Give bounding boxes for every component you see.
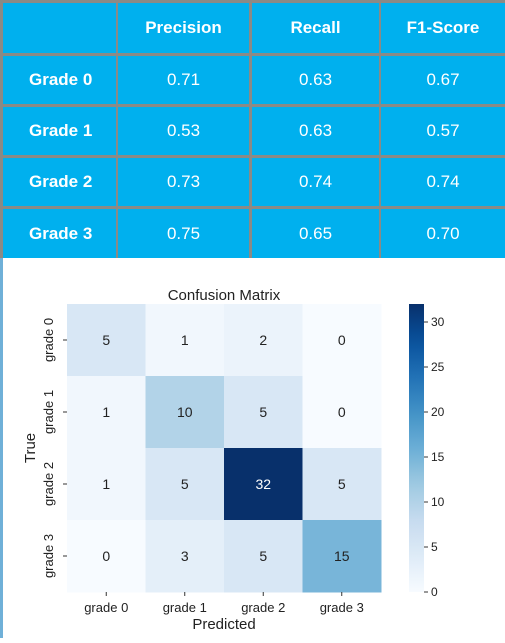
table-cell: 0.57 (381, 107, 505, 155)
heatmap-cell (145, 448, 225, 521)
colorbar (409, 304, 424, 592)
table-cell: 0.67 (381, 56, 505, 104)
y-tick-label: grade 1 (41, 390, 56, 434)
heatmap-cell (67, 376, 146, 449)
table-cell: 0.65 (252, 209, 379, 258)
row-header: Grade 2 (3, 158, 116, 206)
colorbar-tick-label: 15 (431, 450, 445, 464)
heatmap-cell (67, 304, 146, 377)
y-axis-label: True (22, 433, 39, 463)
column-header: Precision (118, 3, 249, 53)
colorbar-tick-label: 5 (431, 540, 438, 554)
heatmap-cell (145, 304, 225, 377)
heatmap-cell (145, 520, 225, 593)
heatmap-cell (67, 448, 146, 521)
heatmap-cell (302, 304, 382, 377)
cell-value-label: 0 (338, 332, 346, 348)
heatmap-cell (224, 376, 303, 449)
colorbar-tick-label: 10 (431, 495, 445, 509)
table-cell: 0.75 (118, 209, 249, 258)
table-cell: 0.53 (118, 107, 249, 155)
cell-value-label: 2 (259, 332, 267, 348)
heatmap-cell (302, 376, 382, 449)
table-cell: 0.74 (252, 158, 379, 206)
cell-value-label: 0 (102, 548, 110, 564)
metrics-table: Precision Recall F1-Score Grade 0 0.71 0.63 0.… (0, 0, 505, 258)
x-tick-label: grade 0 (84, 600, 128, 615)
cell-value-label: 1 (102, 404, 110, 420)
cell-value-label: 10 (177, 404, 193, 420)
colorbar-tick-label: 0 (431, 585, 438, 599)
y-tick-label: grade 0 (41, 318, 56, 362)
heatmap-cell (67, 520, 146, 593)
column-header: Recall (252, 3, 379, 53)
heatmap-cell (145, 376, 225, 449)
table-cell: 0.63 (252, 56, 379, 104)
left-edge-strip (0, 258, 3, 638)
heatmap-cell (302, 520, 382, 593)
cell-value-label: 0 (338, 404, 346, 420)
cell-value-label: 5 (102, 332, 110, 348)
cell-value-label: 5 (181, 476, 189, 492)
table-cell: 0.73 (118, 158, 249, 206)
cell-value-label: 5 (259, 404, 267, 420)
colorbar-tick-label: 25 (431, 360, 445, 374)
table-cell: 0.71 (118, 56, 249, 104)
y-tick-label: grade 2 (41, 462, 56, 506)
x-tick-label: grade 1 (163, 600, 207, 615)
table-cell: 0.70 (381, 209, 505, 258)
row-header: Grade 1 (3, 107, 116, 155)
x-axis-label: Predicted (192, 616, 255, 633)
cell-value-label: 32 (255, 476, 271, 492)
x-tick-label: grade 3 (320, 600, 364, 615)
confusion-matrix-chart: Confusion Matrix 5 1 2 0 1 10 5 0 1 5 32 5 0 3 5 15 grade… (3, 258, 505, 638)
x-tick-label: grade 2 (241, 600, 285, 615)
heatmap-cell (224, 448, 303, 521)
colorbar-tick-label: 20 (431, 405, 445, 419)
table-cell: 0.63 (252, 107, 379, 155)
heatmap-cell (302, 448, 382, 521)
cell-value-label: 1 (181, 332, 189, 348)
cell-value-label: 5 (259, 548, 267, 564)
cell-value-label: 3 (181, 548, 189, 564)
y-tick-label: grade 3 (41, 534, 56, 578)
heatmap-cell (224, 520, 303, 593)
colorbar-tick-label: 30 (431, 315, 445, 329)
row-header: Grade 3 (3, 209, 116, 258)
table-corner (3, 3, 116, 53)
chart-title: Confusion Matrix (168, 287, 281, 304)
row-header: Grade 0 (3, 56, 116, 104)
cell-value-label: 5 (338, 476, 346, 492)
cell-value-label: 1 (102, 476, 110, 492)
cell-value-label: 15 (334, 548, 350, 564)
column-header: F1-Score (381, 3, 505, 53)
heatmap-cell (224, 304, 303, 377)
table-cell: 0.74 (381, 158, 505, 206)
